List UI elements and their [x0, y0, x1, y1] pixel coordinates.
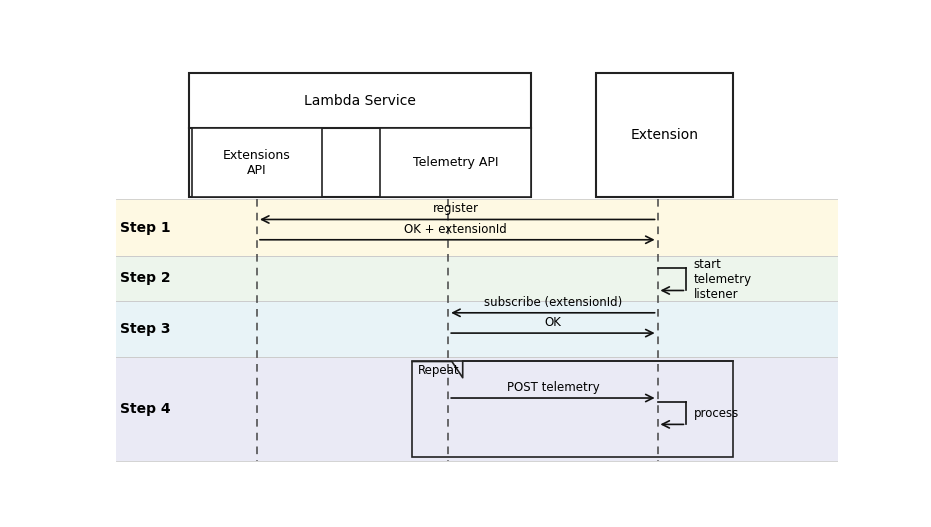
Bar: [116, 256, 838, 300]
Text: Step 4: Step 4: [120, 402, 170, 416]
Text: Step 1: Step 1: [120, 221, 170, 235]
Text: Repeat: Repeat: [418, 364, 460, 376]
Text: start
telemetry
listener: start telemetry listener: [694, 258, 751, 300]
Bar: [116, 199, 838, 256]
Text: Lambda Service: Lambda Service: [304, 94, 416, 108]
Text: POST telemetry: POST telemetry: [506, 381, 600, 394]
Text: Step 3: Step 3: [120, 322, 170, 336]
Text: register: register: [433, 202, 479, 216]
Bar: [192, 128, 322, 197]
Text: Telemetry API: Telemetry API: [412, 156, 498, 169]
Text: Extension: Extension: [630, 128, 699, 142]
Bar: [596, 73, 734, 197]
Text: OK: OK: [545, 316, 561, 329]
Text: process: process: [694, 406, 739, 419]
Text: Step 2: Step 2: [120, 271, 170, 285]
Bar: [188, 73, 532, 197]
Bar: [380, 128, 532, 197]
Bar: [116, 300, 838, 357]
Text: subscribe (extensionId): subscribe (extensionId): [484, 296, 622, 309]
Bar: [412, 362, 734, 457]
Text: OK + extensionId: OK + extensionId: [404, 223, 506, 236]
Text: Extensions
API: Extensions API: [223, 149, 291, 177]
Bar: [116, 357, 838, 461]
